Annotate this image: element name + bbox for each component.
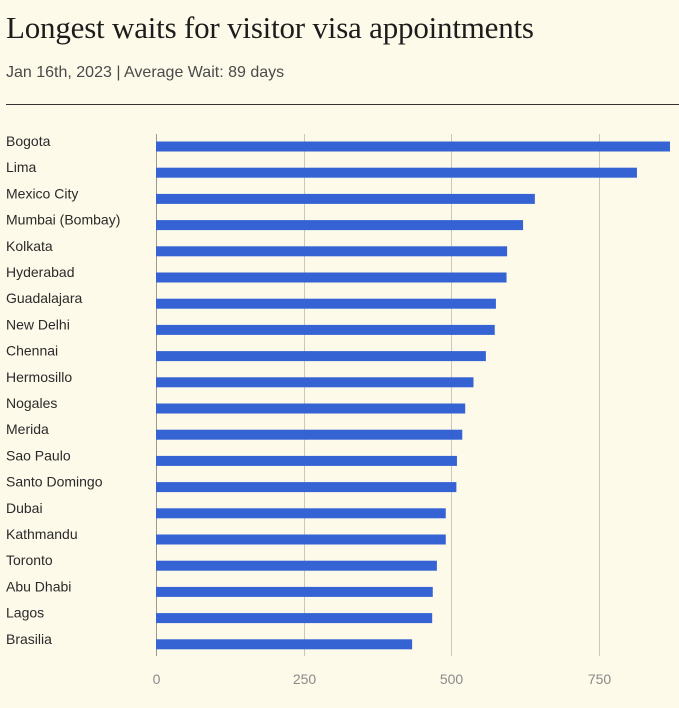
- category-label: Lagos: [6, 605, 44, 621]
- chart-subtitle: Jan 16th, 2023 | Average Wait: 89 days: [6, 64, 285, 81]
- bar[interactable]: [156, 246, 508, 257]
- bar[interactable]: [156, 455, 457, 466]
- category-label: New Delhi: [6, 316, 70, 332]
- category-label: Toronto: [6, 552, 53, 568]
- category-label: Brasilia: [6, 631, 52, 647]
- category-label: Abu Dhabi: [6, 578, 71, 594]
- bars: [156, 141, 670, 650]
- bar[interactable]: [156, 534, 446, 545]
- category-label: Santo Domingo: [6, 474, 103, 490]
- category-label: Merida: [6, 421, 49, 437]
- bar[interactable]: [156, 167, 637, 178]
- x-tick-label: 250: [293, 671, 317, 687]
- gridlines: [156, 134, 600, 656]
- bar[interactable]: [156, 508, 446, 519]
- bar[interactable]: [156, 298, 496, 309]
- bar[interactable]: [156, 272, 507, 283]
- category-label: Mexico City: [6, 185, 78, 201]
- category-label: Mumbai (Bombay): [6, 212, 120, 228]
- bar[interactable]: [156, 560, 437, 571]
- x-tick-label: 750: [588, 671, 612, 687]
- bar[interactable]: [156, 586, 433, 597]
- category-label: Dubai: [6, 500, 43, 516]
- bar[interactable]: [156, 351, 486, 362]
- bar[interactable]: [156, 639, 413, 650]
- category-label: Kathmandu: [6, 526, 78, 542]
- x-axis-ticks: 0 250 500 750: [153, 671, 612, 687]
- category-label: Nogales: [6, 395, 57, 411]
- bar[interactable]: [156, 220, 524, 231]
- bar[interactable]: [156, 403, 466, 414]
- category-label: Hyderabad: [6, 264, 75, 280]
- bar[interactable]: [156, 377, 474, 388]
- category-labels: Bogota Lima Mexico City Mumbai (Bombay) Kolk…: [6, 133, 120, 647]
- bar[interactable]: [156, 324, 495, 335]
- x-tick-label: 500: [440, 671, 464, 687]
- category-label: Hermosillo: [6, 369, 72, 385]
- category-label: Guadalajara: [6, 290, 82, 306]
- category-label: Sao Paulo: [6, 447, 71, 463]
- bar[interactable]: [156, 141, 670, 152]
- category-label: Kolkata: [6, 238, 53, 254]
- category-label: Lima: [6, 159, 37, 175]
- bar[interactable]: [156, 429, 463, 440]
- category-label: Chennai: [6, 343, 58, 359]
- chart-title: Longest waits for visitor visa appointme…: [6, 10, 534, 45]
- category-label: Bogota: [6, 133, 51, 149]
- x-tick-label: 0: [153, 671, 161, 687]
- bar[interactable]: [156, 613, 433, 624]
- bar[interactable]: [156, 193, 535, 204]
- bar[interactable]: [156, 482, 457, 493]
- header-divider: [6, 104, 679, 105]
